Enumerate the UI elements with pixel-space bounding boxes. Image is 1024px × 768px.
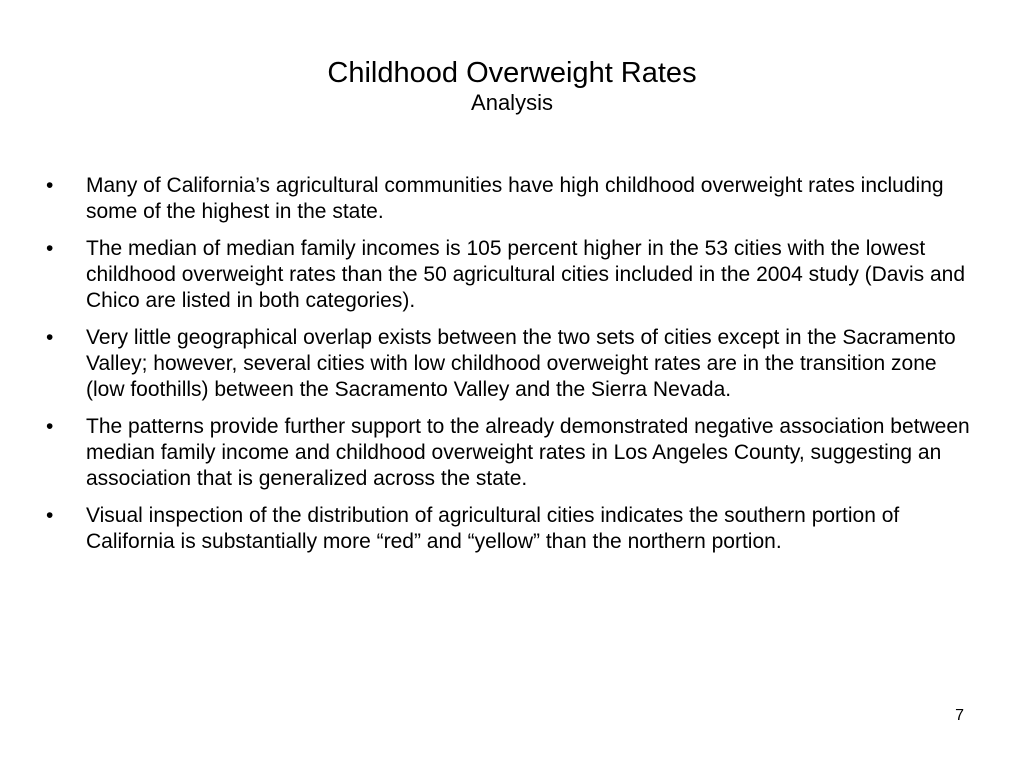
title-block: Childhood Overweight Rates Analysis xyxy=(0,56,1024,116)
bullet-text: Very little geographical overlap exists … xyxy=(86,326,956,401)
slide-subtitle: Analysis xyxy=(471,90,553,115)
bullet-list: • Many of California’s agricultural comm… xyxy=(44,173,974,566)
bullet-item: • Very little geographical overlap exist… xyxy=(44,325,974,403)
bullet-text: Visual inspection of the distribution of… xyxy=(86,504,900,553)
bullet-item: • Visual inspection of the distribution … xyxy=(44,503,974,555)
bullet-marker: • xyxy=(46,237,54,260)
slide-title: Childhood Overweight Rates xyxy=(327,57,697,89)
bullet-marker: • xyxy=(46,415,54,438)
bullet-text: Many of California’s agricultural commun… xyxy=(86,174,944,223)
bullet-item: • The patterns provide further support t… xyxy=(44,414,974,492)
bullet-text: The median of median family incomes is 1… xyxy=(86,237,966,312)
bullet-item: • Many of California’s agricultural comm… xyxy=(44,173,974,225)
bullet-text: The patterns provide further support to … xyxy=(86,415,970,490)
bullet-marker: • xyxy=(46,504,54,527)
bullet-marker: • xyxy=(46,326,54,349)
bullet-item: • The median of median family incomes is… xyxy=(44,236,974,314)
page-number: 7 xyxy=(955,707,964,724)
bullet-marker: • xyxy=(46,174,54,197)
